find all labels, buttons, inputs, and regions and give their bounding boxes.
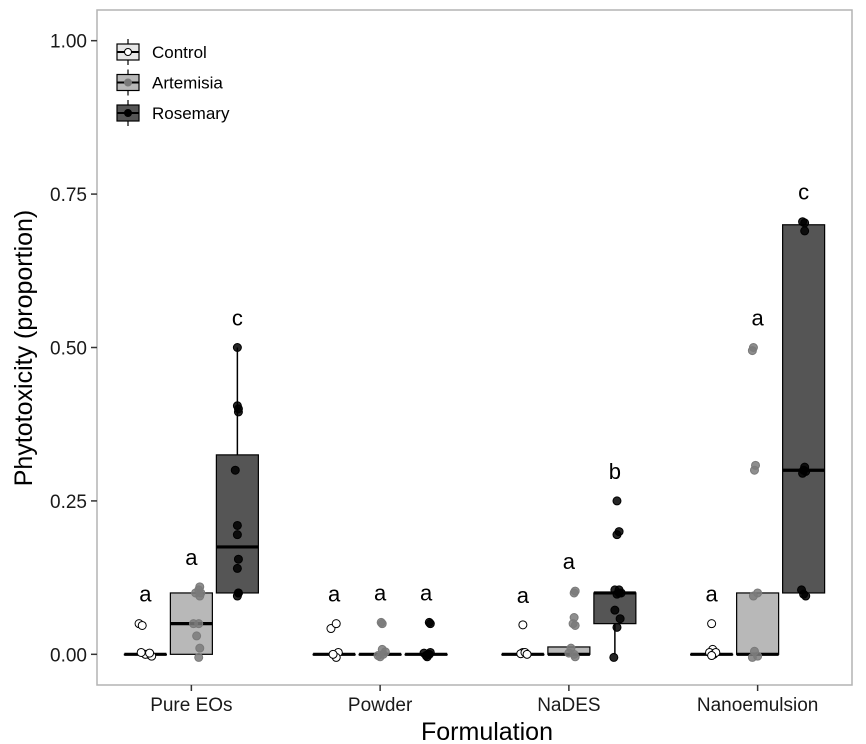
data-point — [232, 530, 242, 540]
y-tick-label: 0.00 — [50, 645, 87, 666]
data-point — [747, 346, 757, 356]
significance-letter: a — [328, 582, 341, 607]
legend: Control Artemisia Rosemary — [116, 39, 230, 126]
legend-label: Rosemary — [152, 104, 230, 123]
significance-letter: a — [752, 306, 765, 331]
data-point — [378, 649, 388, 659]
data-point — [137, 620, 147, 630]
box-group-nanoemulsion: a a c — [690, 180, 826, 662]
data-point — [421, 651, 431, 661]
data-point — [522, 649, 532, 659]
data-point — [145, 648, 155, 658]
significance-letter: b — [609, 459, 621, 484]
legend-item-artemisia: Artemisia — [116, 69, 223, 96]
box-groups: a a c a a a a a b a a c — [123, 180, 826, 662]
significance-letter: a — [706, 582, 719, 607]
data-point — [612, 530, 622, 540]
data-point — [194, 619, 204, 629]
box-body — [736, 592, 780, 655]
legend-point — [124, 78, 132, 87]
legend-label: Control — [152, 43, 207, 62]
data-point — [377, 619, 387, 629]
legend-label: Artemisia — [152, 74, 223, 93]
x-tick-label: Nanoemulsion — [697, 695, 818, 716]
significance-letter: c — [798, 180, 809, 205]
significance-letter: a — [420, 580, 433, 605]
data-point — [748, 591, 758, 601]
box-group-pure-eos: a a c — [123, 306, 259, 662]
data-point — [564, 648, 574, 658]
data-point — [609, 652, 619, 662]
data-point — [518, 620, 528, 630]
data-point — [136, 647, 146, 657]
data-point — [610, 605, 620, 615]
data-point — [800, 218, 810, 228]
legend-item-control: Control — [116, 39, 207, 65]
y-tick-label: 0.75 — [50, 185, 87, 206]
data-point — [570, 620, 580, 630]
data-point — [801, 466, 811, 476]
significance-letter: a — [374, 580, 387, 605]
data-point — [707, 651, 717, 661]
x-axis-title: Formulation — [421, 718, 553, 744]
significance-letter: a — [139, 582, 152, 607]
data-point — [232, 563, 242, 573]
legend-point — [124, 48, 132, 56]
data-point — [570, 586, 580, 596]
y-tick-label: 1.00 — [50, 32, 87, 53]
data-point — [230, 465, 240, 475]
data-point — [328, 649, 338, 659]
data-point — [233, 588, 243, 598]
data-point — [195, 643, 205, 653]
data-point — [612, 622, 622, 632]
x-tick-label: Pure EOs — [150, 695, 232, 716]
data-point — [232, 343, 242, 352]
x-tick-label: Powder — [348, 695, 413, 716]
y-axis: 0.00 0.25 0.50 0.75 1.00 — [50, 32, 97, 666]
data-point — [800, 226, 810, 236]
data-point — [614, 588, 624, 598]
legend-item-rosemary: Rosemary — [116, 100, 230, 126]
box-group-nades: a a b — [501, 459, 637, 662]
data-point — [612, 496, 622, 506]
data-point — [749, 465, 759, 475]
data-point — [233, 554, 243, 564]
significance-letter: a — [563, 549, 576, 574]
data-point — [615, 614, 625, 624]
data-point — [331, 619, 341, 629]
data-point — [194, 652, 204, 662]
data-point — [425, 619, 435, 629]
significance-letter: a — [185, 545, 198, 570]
data-point — [801, 591, 811, 601]
x-tick-label: NaDES — [537, 695, 600, 716]
y-axis-title: Phytotoxicity (proportion) — [10, 210, 38, 487]
data-point — [232, 520, 242, 530]
legend-point — [124, 109, 132, 117]
y-tick-label: 0.50 — [50, 339, 87, 360]
x-axis: Pure EOs Powder NaDES Nanoemulsion — [150, 685, 818, 716]
data-point — [707, 619, 717, 629]
data-point — [233, 407, 243, 417]
data-point — [195, 591, 205, 601]
data-point — [753, 651, 763, 661]
significance-letter: c — [232, 306, 243, 331]
box-body — [782, 224, 826, 594]
y-tick-label: 0.25 — [50, 492, 87, 513]
significance-letter: a — [517, 583, 530, 608]
data-point — [192, 631, 202, 641]
